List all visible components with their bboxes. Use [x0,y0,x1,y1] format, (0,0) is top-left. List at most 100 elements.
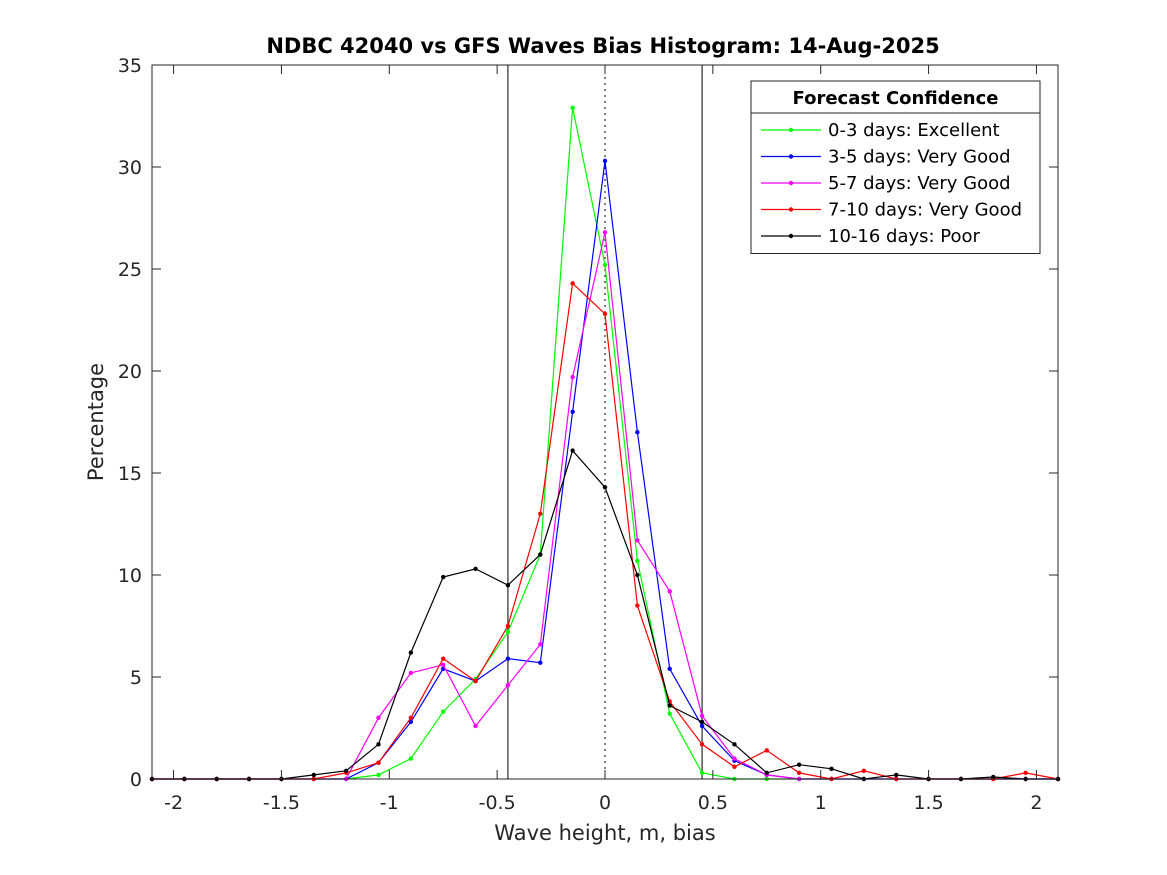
y-tick-label: 5 [130,667,142,689]
data-point [667,703,672,708]
legend-box [750,80,1041,254]
data-point [635,603,640,608]
legend-swatch-marker [788,127,794,133]
data-point [505,583,511,588]
data-point [602,311,608,317]
data-point [602,230,608,235]
data-point [570,409,575,414]
data-point [473,566,478,572]
data-point [505,629,511,635]
data-point [408,670,414,676]
data-point [764,748,769,753]
data-point [505,682,511,688]
x-tick-label: -1 [380,792,399,814]
data-point [635,430,640,435]
data-point [635,572,640,578]
data-point [538,511,543,516]
x-tick-label: -0.5 [479,792,516,814]
legend-title: Forecast Confidence [793,88,999,109]
data-point [473,723,478,729]
data-point [343,768,349,774]
data-point [1023,770,1028,776]
legend-item: 7-10 days: Very Good [761,200,1022,221]
chart-title: NDBC 42040 vs GFS Waves Bias Histogram: … [266,34,939,58]
legend: Forecast Confidence 0-3 days: Excellent 3… [750,80,1041,254]
data-point [667,666,672,672]
data-point [635,538,640,543]
data-point [991,774,996,780]
data-point [311,772,316,778]
data-point [505,623,511,629]
y-tick-label: 20 [118,361,142,383]
y-axis-title: Percentage [84,363,108,481]
x-tick-label: 2 [1030,792,1042,814]
data-point [538,552,543,557]
data-point [441,574,446,580]
data-point [570,281,575,286]
x-tick-label: -2 [164,792,183,814]
legend-label: 7-10 days: Very Good [828,200,1022,221]
x-tick-label: 0.5 [698,792,728,814]
legend-items: 0-3 days: Excellent 3-5 days: Very Good 5-… [761,120,1022,247]
y-tick-label: 10 [118,565,142,587]
data-point [699,770,705,776]
data-point [764,770,769,776]
data-point [570,374,575,380]
data-point [861,768,867,774]
data-point [699,742,705,747]
x-axis-ticks: -2 -1.5 -1 -0.5 0 0.5 1 1.5 2 [164,65,1042,814]
data-point [829,766,834,771]
data-point [376,715,381,720]
x-tick-label: 1.5 [913,792,943,814]
x-axis-title: Wave height, m, bias [494,821,715,845]
data-point [894,772,899,778]
data-point [732,742,737,747]
data-point [602,262,608,268]
legend-item: 10-16 days: Poor [761,226,981,247]
legend-item: 5-7 days: Very Good [761,173,1011,194]
legend-label: 0-3 days: Excellent [828,120,1000,141]
data-point [667,589,672,594]
y-tick-label: 0 [130,769,142,791]
x-tick-label: 0 [599,792,611,814]
legend-swatch-marker [788,180,794,186]
x-tick-label: -1.5 [263,792,300,814]
data-point [473,678,478,684]
data-point [408,756,414,761]
y-tick-label: 35 [118,55,142,77]
data-point [441,656,446,661]
data-point [732,764,737,769]
data-point [441,709,446,714]
data-point [570,448,575,453]
legend-label: 3-5 days: Very Good [828,147,1011,168]
data-point [635,558,640,563]
y-tick-label: 25 [118,259,142,281]
data-point [570,105,575,111]
data-point [376,772,381,778]
data-point [602,158,608,164]
data-point [408,719,414,725]
data-point [732,756,737,761]
data-point [408,715,414,720]
data-point [699,713,705,718]
legend-label: 5-7 days: Very Good [828,173,1011,194]
data-point [538,660,543,665]
data-point [505,656,511,661]
data-point [699,719,705,725]
data-point [796,770,802,776]
data-point [667,711,672,716]
data-point [699,723,705,729]
y-tick-label: 30 [118,157,142,179]
data-point [376,760,381,765]
data-point [376,742,381,747]
data-point [408,650,414,655]
legend-item: 3-5 days: Very Good [761,147,1011,168]
legend-label: 10-16 days: Poor [828,226,981,247]
y-tick-label: 15 [118,463,142,485]
data-point [538,642,543,647]
data-point [796,762,802,767]
x-tick-label: 1 [815,792,827,814]
legend-item: 0-3 days: Excellent [761,120,1000,141]
series-5 [149,448,1061,782]
data-point [602,485,608,490]
